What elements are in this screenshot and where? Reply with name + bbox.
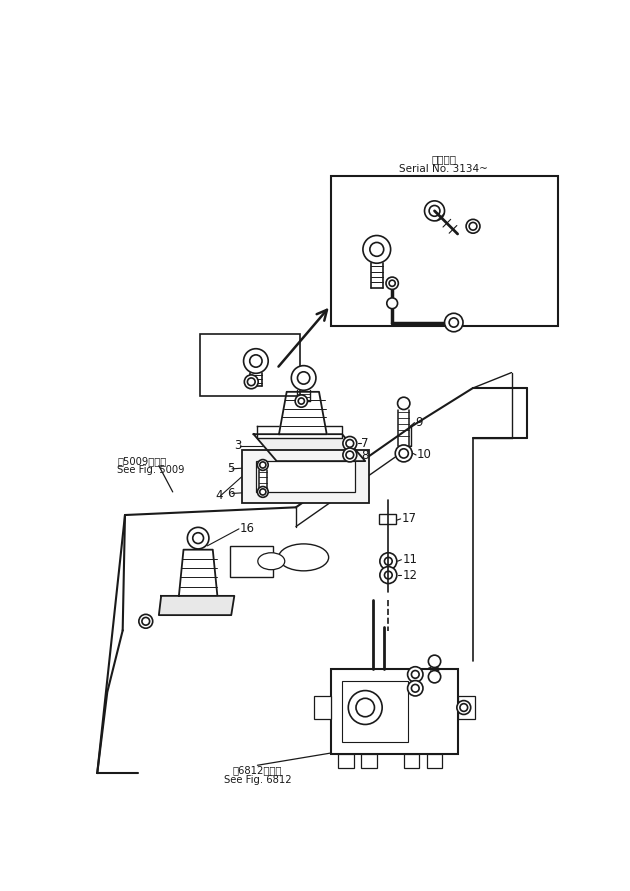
Circle shape <box>460 704 467 711</box>
Bar <box>404 754 419 767</box>
Circle shape <box>260 489 266 495</box>
Circle shape <box>429 206 440 217</box>
Text: 11: 11 <box>402 553 417 566</box>
Text: 15: 15 <box>484 202 498 212</box>
Text: 17: 17 <box>401 512 416 526</box>
Text: 9: 9 <box>415 416 423 429</box>
Bar <box>379 514 396 524</box>
Text: 1: 1 <box>210 351 217 361</box>
Circle shape <box>428 671 441 683</box>
Polygon shape <box>258 427 342 438</box>
Text: 2: 2 <box>210 373 217 384</box>
Circle shape <box>380 552 397 569</box>
Circle shape <box>249 355 262 367</box>
Text: 13: 13 <box>427 666 442 679</box>
Circle shape <box>139 615 152 628</box>
Text: 6: 6 <box>227 487 234 500</box>
Circle shape <box>244 375 258 388</box>
Ellipse shape <box>258 552 285 569</box>
Bar <box>242 450 369 503</box>
Text: 第6812図参照: 第6812図参照 <box>232 765 282 776</box>
Bar <box>427 754 442 767</box>
Circle shape <box>187 527 209 549</box>
Bar <box>342 681 408 742</box>
Polygon shape <box>253 434 365 462</box>
Circle shape <box>380 567 397 584</box>
Circle shape <box>425 200 445 221</box>
Circle shape <box>411 684 419 692</box>
Circle shape <box>408 681 423 696</box>
Circle shape <box>408 666 423 683</box>
Text: 10: 10 <box>417 448 432 462</box>
Circle shape <box>297 372 310 384</box>
Text: 16: 16 <box>239 522 255 535</box>
Bar <box>200 334 300 396</box>
Ellipse shape <box>278 544 329 571</box>
Text: 5: 5 <box>227 462 234 475</box>
Circle shape <box>387 298 398 308</box>
Circle shape <box>457 700 471 715</box>
Circle shape <box>244 348 268 373</box>
Text: 第5009図参照: 第5009図参照 <box>117 456 166 466</box>
Circle shape <box>466 219 480 233</box>
Circle shape <box>346 439 353 447</box>
Text: 適用号標: 適用号標 <box>432 154 456 164</box>
Circle shape <box>295 395 307 407</box>
Circle shape <box>298 398 304 405</box>
Text: 2: 2 <box>210 370 217 383</box>
Circle shape <box>389 280 395 286</box>
Bar <box>331 669 457 754</box>
Text: 7: 7 <box>362 437 369 450</box>
Circle shape <box>411 671 419 678</box>
Circle shape <box>384 571 392 579</box>
Bar <box>314 696 331 719</box>
Circle shape <box>343 437 357 450</box>
Polygon shape <box>179 550 217 596</box>
Bar <box>338 754 353 767</box>
Text: See Fig. 5009: See Fig. 5009 <box>117 465 185 476</box>
Circle shape <box>193 533 203 544</box>
Text: 2A: 2A <box>436 300 451 311</box>
Circle shape <box>445 314 463 331</box>
Bar <box>457 696 474 719</box>
Bar <box>231 546 273 576</box>
Circle shape <box>258 486 268 497</box>
Circle shape <box>399 449 408 458</box>
Bar <box>331 176 558 326</box>
Bar <box>256 462 355 492</box>
Circle shape <box>386 277 398 290</box>
Circle shape <box>258 460 268 470</box>
Text: 3: 3 <box>234 439 242 453</box>
Text: 1: 1 <box>210 347 217 360</box>
Text: Serial No. 3134~: Serial No. 3134~ <box>399 164 488 174</box>
Circle shape <box>395 445 412 462</box>
Circle shape <box>346 451 353 459</box>
Circle shape <box>398 397 410 410</box>
Circle shape <box>384 558 392 565</box>
Circle shape <box>142 617 149 625</box>
Circle shape <box>449 318 459 327</box>
Circle shape <box>356 699 374 716</box>
Text: 14: 14 <box>435 188 449 198</box>
Circle shape <box>428 655 441 667</box>
Circle shape <box>363 235 391 263</box>
Circle shape <box>370 242 384 257</box>
Text: 4: 4 <box>215 489 222 503</box>
Circle shape <box>348 691 382 724</box>
Text: 12: 12 <box>402 568 417 582</box>
Circle shape <box>248 378 255 386</box>
Circle shape <box>469 223 477 230</box>
Text: 8: 8 <box>362 449 369 462</box>
Circle shape <box>291 365 316 390</box>
Circle shape <box>260 462 266 468</box>
Bar <box>362 754 377 767</box>
Polygon shape <box>159 596 234 615</box>
Circle shape <box>343 448 357 462</box>
Text: 1: 1 <box>350 247 357 257</box>
Polygon shape <box>279 392 327 434</box>
Text: See Fig. 6812: See Fig. 6812 <box>224 775 291 785</box>
